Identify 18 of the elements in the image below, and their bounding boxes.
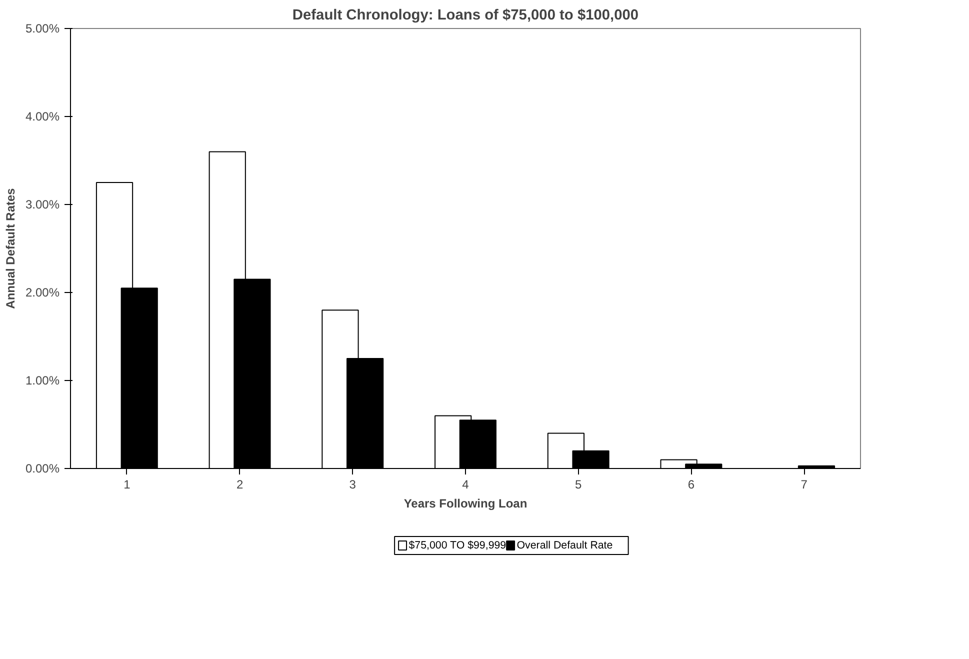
y-tick-label: 3.00% <box>25 198 60 212</box>
x-axis-title: Years Following Loan <box>404 496 528 510</box>
y-tick-label: 1.00% <box>25 374 60 388</box>
legend-label: Overall Default Rate <box>516 540 613 552</box>
x-tick-label: 7 <box>800 478 808 492</box>
chart-title: Default Chronology: Loans of $75,000 to $100,000 <box>292 8 639 24</box>
x-tick-label: 2 <box>236 478 244 492</box>
x-tick-label: 1 <box>124 478 131 492</box>
y-axis-title: Annual Default Rates <box>3 188 18 309</box>
legend-label: $75,000 TO $99,999 <box>408 540 506 552</box>
x-tick-label: 6 <box>688 478 695 492</box>
y-tick-label: 5.00% <box>25 22 60 36</box>
y-tick-label: 0.00% <box>25 462 60 476</box>
y-tick-label: 4.00% <box>25 110 60 124</box>
y-tick-label: 2.00% <box>25 286 60 300</box>
x-tick-label: 3 <box>349 478 356 492</box>
x-tick-label: 5 <box>575 478 582 492</box>
x-tick-label: 4 <box>462 478 470 492</box>
